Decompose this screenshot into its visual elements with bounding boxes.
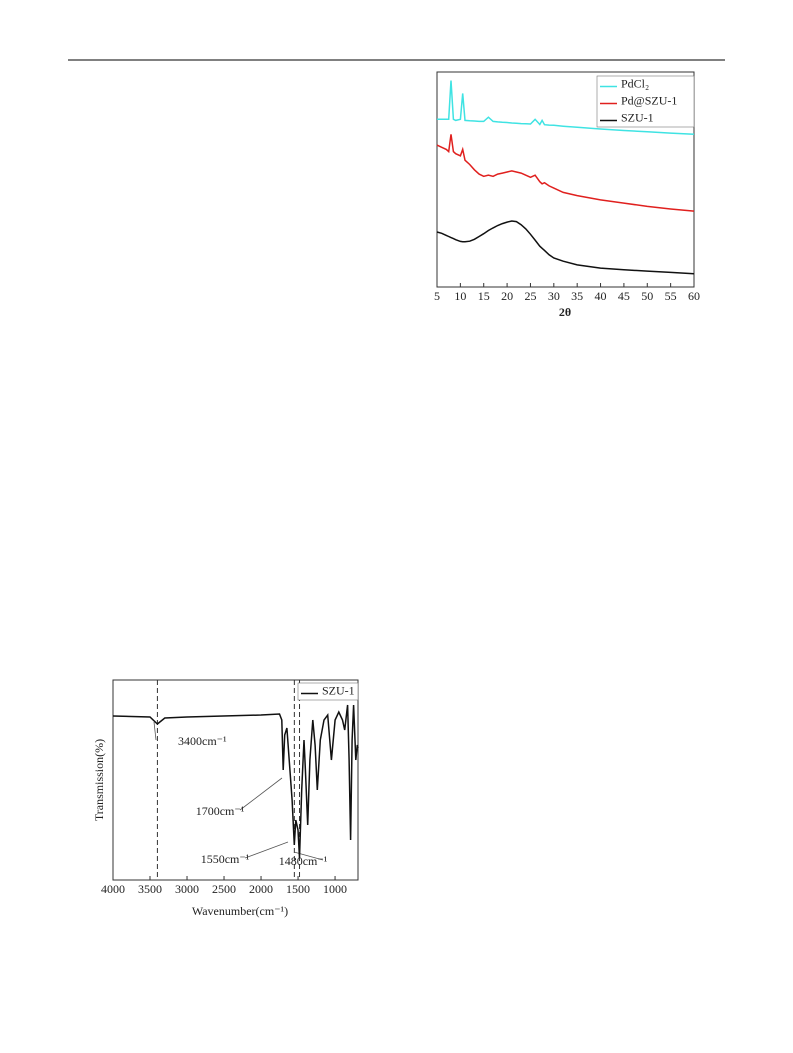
x-tick-label: 20: [501, 289, 513, 303]
annotation: 1550cm⁻¹: [201, 852, 250, 866]
plot-frame: [436, 71, 695, 288]
x-axis-label: 2θ: [559, 305, 571, 319]
x-tick-label: 55: [665, 289, 677, 303]
legend-label: Pd@SZU-1: [621, 93, 677, 107]
legend-label: PdCl₂: [621, 76, 649, 90]
annotation: 1700cm⁻¹: [196, 804, 245, 818]
legend-label: SZU-1: [322, 683, 355, 697]
annotation-arrow: [239, 777, 283, 811]
plot-frame: [112, 679, 359, 881]
x-tick-label: 5: [434, 289, 440, 303]
legend-box: [297, 682, 359, 701]
legend-label: SZU-1: [621, 110, 654, 124]
annotation-arrow: [153, 721, 157, 741]
x-tick-label: 15: [478, 289, 490, 303]
annotation: 3400cm⁻¹: [178, 734, 227, 748]
x-tick-label: 10: [454, 289, 466, 303]
x-tick-label: 1500: [286, 882, 310, 896]
x-tick-label: 2000: [249, 882, 273, 896]
x-tick-label: 2500: [212, 882, 236, 896]
x-tick-label: 1000: [323, 882, 347, 896]
annotation: 1480cm⁻¹: [279, 854, 328, 868]
x-tick-label: 25: [524, 289, 536, 303]
x-tick-label: 40: [595, 289, 607, 303]
x-tick-label: 4000: [101, 882, 125, 896]
annotation-arrow: [244, 841, 289, 859]
series-line: [436, 134, 695, 212]
x-tick-label: 60: [688, 289, 700, 303]
series-line: [437, 80, 695, 136]
legend-box: [596, 75, 695, 128]
x-tick-label: 3500: [138, 882, 162, 896]
series-line: [112, 704, 359, 859]
x-tick-label: 45: [618, 289, 630, 303]
series-line: [436, 220, 695, 275]
x-tick-label: 3000: [175, 882, 199, 896]
x-axis-label: Wavenumber(cm⁻¹): [192, 904, 288, 918]
y-axis-label: Transmission(%): [92, 739, 106, 821]
x-tick-label: 35: [571, 289, 583, 303]
x-tick-label: 50: [641, 289, 653, 303]
x-tick-label: 30: [548, 289, 560, 303]
